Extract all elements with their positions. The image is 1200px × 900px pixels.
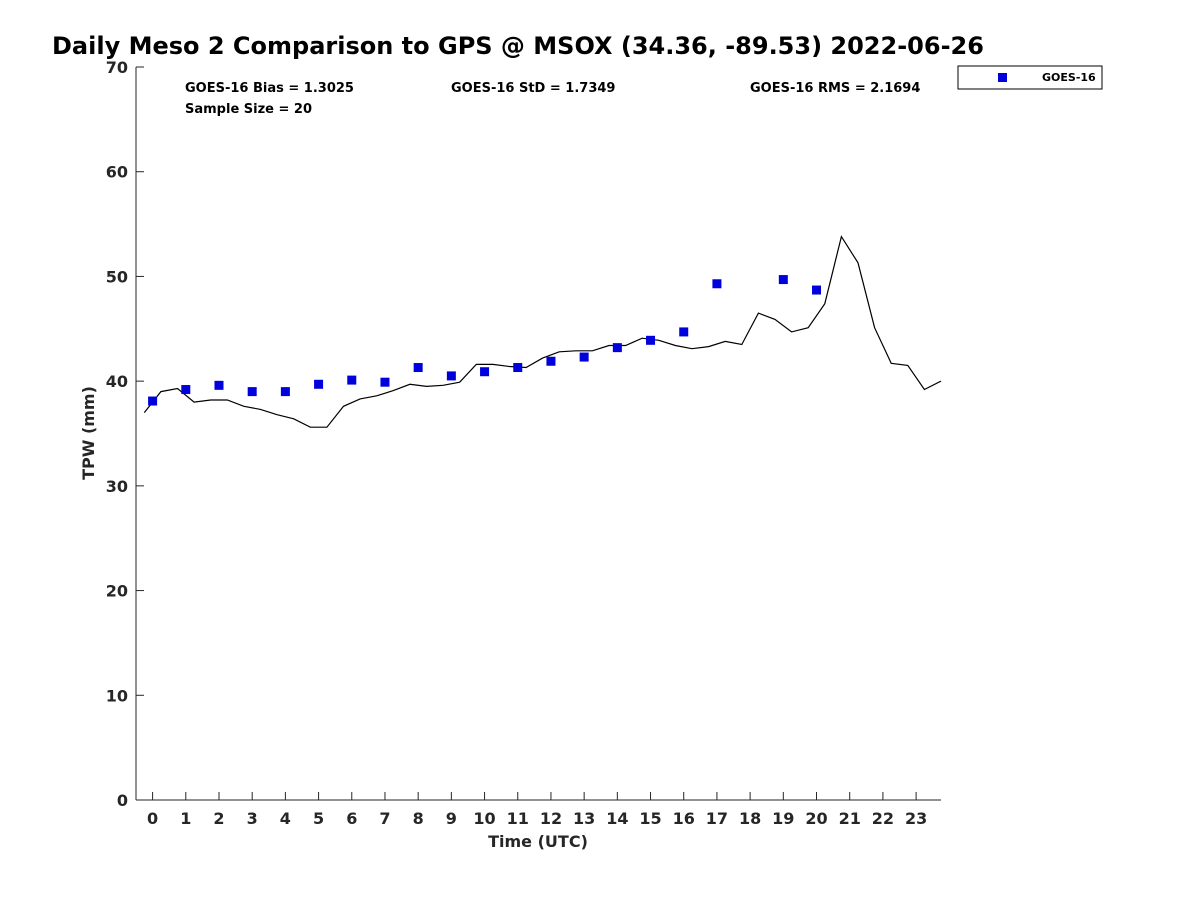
goes-16-point [480, 367, 490, 377]
x-tick-label-3: 3 [247, 809, 258, 828]
chart-title: Daily Meso 2 Comparison to GPS @ MSOX (3… [52, 32, 984, 60]
x-tick-label-7: 7 [379, 809, 390, 828]
x-tick-label-12: 12 [540, 809, 562, 828]
legend-box [957, 65, 1103, 90]
y-axis-label: TPW (mm) [79, 386, 98, 480]
y-tick-label-10: 10 [106, 686, 128, 705]
y-tick-label-20: 20 [106, 582, 128, 601]
x-tick-label-23: 23 [905, 809, 927, 828]
x-tick-label-13: 13 [573, 809, 595, 828]
x-tick-label-6: 6 [346, 809, 357, 828]
y-tick-label-60: 60 [106, 163, 128, 182]
x-tick-label-4: 4 [280, 809, 291, 828]
y-ticks: 0 10 20 30 40 50 60 70 [106, 58, 144, 810]
goes-16-point [712, 279, 722, 289]
goes-16-point [148, 396, 158, 406]
goes-16-point [247, 387, 257, 397]
x-tick-label-19: 19 [772, 809, 794, 828]
x-tick-label-11: 11 [507, 809, 529, 828]
goes-16-point [413, 363, 423, 373]
rms-stat: GOES-16 RMS = 2.1694 [750, 81, 920, 96]
goes-16-point [612, 343, 622, 353]
x-tick-label-16: 16 [673, 809, 695, 828]
goes-16-point [546, 356, 556, 366]
y-tick-label-40: 40 [106, 372, 128, 391]
x-tick-label-5: 5 [313, 809, 324, 828]
x-tick-label-22: 22 [872, 809, 894, 828]
legend: GOES-16 [957, 65, 1103, 90]
legend-marker-goes-16 [998, 73, 1007, 82]
goes-16-point [679, 327, 689, 337]
x-tick-label-1: 1 [180, 809, 191, 828]
goes-16-point [646, 335, 656, 345]
x-tick-label-17: 17 [706, 809, 728, 828]
x-tick-label-20: 20 [805, 809, 827, 828]
x-tick-label-15: 15 [639, 809, 661, 828]
y-tick-label-70: 70 [106, 58, 128, 77]
goes-16-point [181, 385, 191, 395]
bias-stat: GOES-16 Bias = 1.3025 [185, 81, 354, 96]
goes-16-point [347, 375, 357, 385]
x-tick-label-14: 14 [606, 809, 628, 828]
sample-size-stat: Sample Size = 20 [185, 102, 312, 117]
goes-16-points [148, 275, 822, 406]
y-tick-label-30: 30 [106, 477, 128, 496]
goes-16-point [446, 371, 456, 381]
x-tick-label-21: 21 [839, 809, 861, 828]
std-stat: GOES-16 StD = 1.7349 [451, 81, 615, 96]
goes-16-point [778, 275, 788, 285]
x-tick-label-18: 18 [739, 809, 761, 828]
y-tick-label-0: 0 [117, 791, 128, 810]
x-axis-label: Time (UTC) [488, 832, 588, 851]
legend-label-goes-16: GOES-16 [1042, 71, 1096, 84]
y-tick-label-50: 50 [106, 267, 128, 286]
x-tick-label-0: 0 [147, 809, 158, 828]
goes-16-point [214, 380, 224, 390]
goes-16-point [579, 352, 589, 362]
goes-16-point [380, 377, 390, 387]
x-ticks: 0 1 2 3 4 5 6 7 8 9 10 11 12 13 14 15 16 17 18 19 20 21 22 23 [147, 792, 927, 828]
goes-16-point [280, 387, 290, 397]
goes-16-point [513, 363, 523, 373]
gps-series-line [143, 235, 942, 428]
x-tick-label-8: 8 [413, 809, 424, 828]
goes-16-point [314, 379, 324, 389]
x-tick-label-9: 9 [446, 809, 457, 828]
x-tick-label-10: 10 [473, 809, 495, 828]
x-tick-label-2: 2 [213, 809, 224, 828]
goes-16-point [812, 285, 822, 295]
